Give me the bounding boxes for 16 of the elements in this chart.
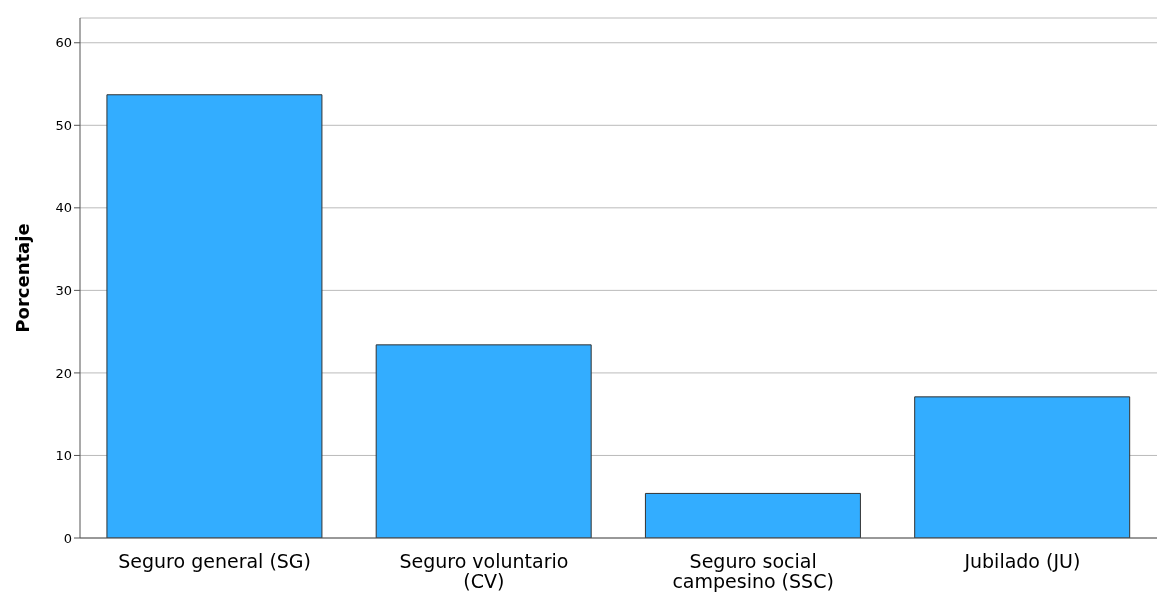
y-tick-label: 60 xyxy=(55,35,72,51)
y-tick-label: 50 xyxy=(55,117,72,133)
y-tick-label: 40 xyxy=(55,200,72,216)
x-tick-label: Seguro general (SG) xyxy=(118,550,312,572)
x-tick-label: Jubilado (JU) xyxy=(963,550,1081,572)
bar xyxy=(375,344,592,538)
y-axis-title: Porcentaje xyxy=(12,223,34,333)
bar xyxy=(914,396,1131,538)
bar xyxy=(644,492,861,538)
x-tick-label: Seguro voluntario (CV) xyxy=(399,550,569,592)
x-tick-label: Seguro social campesino (SSC) xyxy=(672,550,834,592)
y-tick-label: 30 xyxy=(55,283,72,298)
bar xyxy=(106,94,323,538)
y-tick-label: 20 xyxy=(55,365,72,381)
y-tick-label: 0 xyxy=(63,530,72,546)
y-tick-label: 10 xyxy=(55,448,72,464)
